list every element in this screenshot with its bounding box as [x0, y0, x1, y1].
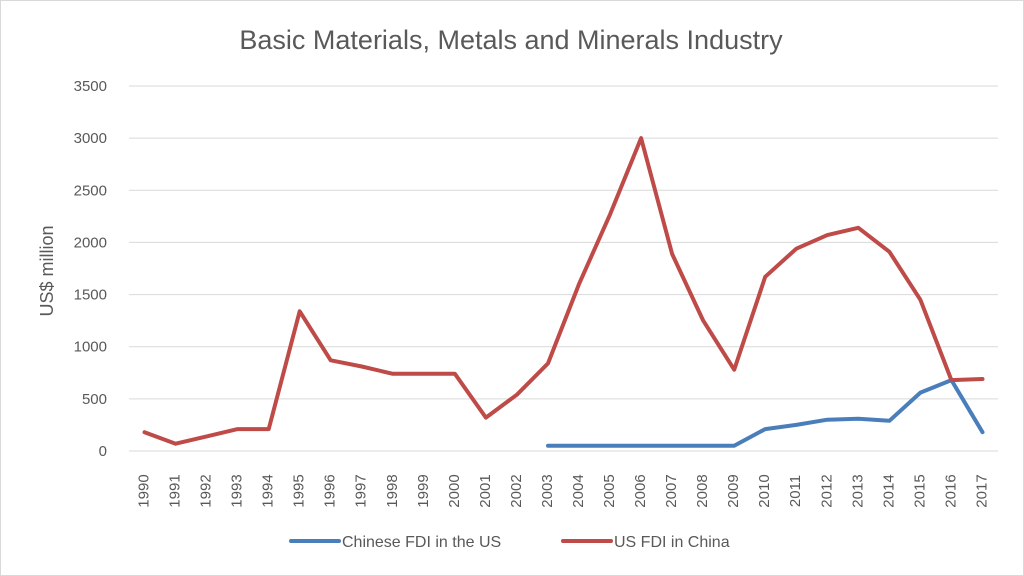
- x-axis-ticks: 1990 1991 1992 1993 1994 1995 1996 1997 1998 1999…: [135, 474, 990, 507]
- legend: Chinese FDI in the US US FDI in China: [289, 534, 730, 551]
- legend-label-1: Chinese FDI in the US: [342, 534, 501, 551]
- x-tick-label: 1998: [384, 474, 401, 507]
- x-tick-label: 2013: [849, 474, 866, 507]
- series-lines: [142, 136, 985, 448]
- x-tick-label: 1992: [198, 474, 215, 507]
- x-tick-label: 2003: [539, 474, 556, 507]
- series-line-2: [142, 136, 985, 446]
- y-tick-label: 2500: [74, 182, 107, 199]
- x-tick-label: 1990: [135, 474, 152, 507]
- x-tick-label: 1999: [415, 474, 432, 507]
- y-tick-label: 3500: [74, 78, 107, 95]
- x-tick-label: 2001: [477, 474, 494, 507]
- x-tick-label: 1994: [260, 474, 277, 507]
- x-tick-label: 1997: [353, 474, 370, 507]
- x-tick-label: 2007: [663, 474, 680, 507]
- y-axis-label: US$ million: [37, 225, 57, 316]
- x-tick-label: 2010: [756, 474, 773, 507]
- y-tick-label: 1500: [74, 287, 107, 304]
- y-tick-label: 1000: [74, 339, 107, 356]
- x-tick-label: 2012: [818, 474, 835, 507]
- x-tick-label: 2016: [942, 474, 959, 507]
- x-tick-label: 1993: [229, 474, 246, 507]
- x-tick-label: 2008: [694, 474, 711, 507]
- x-tick-label: 2011: [787, 475, 804, 507]
- x-tick-label: 2015: [911, 474, 928, 507]
- y-tick-label: 3000: [74, 130, 107, 147]
- x-tick-label: 2004: [570, 474, 587, 507]
- x-tick-label: 2009: [725, 474, 742, 507]
- x-tick-label: 2006: [632, 474, 649, 507]
- y-tick-label: 0: [99, 443, 107, 460]
- x-tick-label: 2000: [446, 474, 463, 507]
- x-tick-label: 2014: [880, 474, 897, 507]
- gridlines: [129, 85, 998, 452]
- legend-label-2: US FDI in China: [614, 534, 730, 551]
- y-tick-label: 500: [82, 391, 107, 408]
- x-tick-label: 1995: [291, 474, 308, 507]
- chart-title: Basic Materials, Metals and Minerals Ind…: [239, 25, 783, 55]
- x-tick-label: 2017: [973, 474, 990, 507]
- x-tick-label: 1996: [322, 474, 339, 507]
- x-tick-label: 1991: [167, 474, 184, 507]
- x-tick-label: 2002: [508, 474, 525, 507]
- series-line-1: [546, 378, 985, 448]
- x-tick-label: 2005: [601, 474, 618, 507]
- y-axis-ticks: 0 500 1000 1500 2000 2500 3000 3500: [74, 78, 107, 460]
- y-tick-label: 2000: [74, 234, 107, 251]
